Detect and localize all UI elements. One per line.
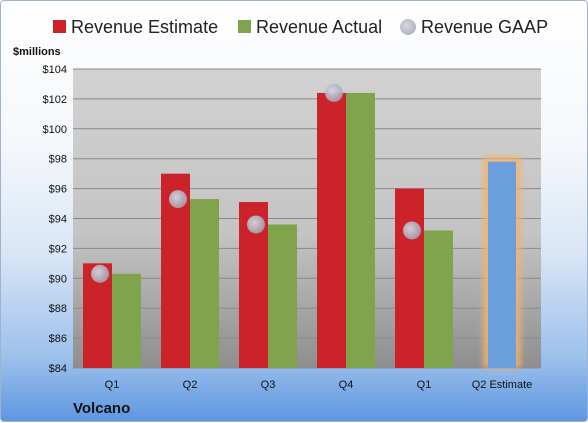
bar-revenue-actual	[346, 92, 375, 369]
bars	[83, 92, 521, 369]
y-tick-label: $102	[43, 94, 67, 106]
legend-swatch-gaap	[400, 19, 416, 35]
x-tick-label: Q2	[183, 379, 198, 391]
x-tick-label: Q1	[105, 379, 120, 391]
legend-label-estimate: Revenue Estimate	[71, 17, 218, 37]
bar-revenue-actual	[424, 230, 453, 368]
bar-revenue-estimate	[395, 188, 424, 368]
bar-revenue-actual	[112, 273, 141, 368]
y-tick-label: $104	[43, 64, 67, 76]
y-tick-label: $96	[49, 184, 67, 196]
gaap-markers	[91, 83, 421, 283]
y-tick-label: $92	[49, 243, 67, 255]
legend-label-gaap: Revenue GAAP	[421, 17, 548, 37]
legend-swatch-actual	[238, 20, 251, 33]
x-tick-label: Q4	[339, 379, 354, 391]
y-tick-label: $98	[49, 154, 67, 166]
x-tick-label: Q3	[261, 379, 276, 391]
y-axis-ticks: $84 $86 $88 $90 $92 $94 $96 $98 $100 $102 $104	[43, 64, 67, 375]
y-tick-label: $88	[49, 303, 67, 315]
y-tick-label: $94	[49, 214, 67, 226]
bar-revenue-estimate	[317, 92, 346, 369]
y-tick-label: $90	[49, 273, 67, 285]
y-tick-label: $100	[43, 124, 67, 136]
x-tick-label: Q2 Estimate	[472, 379, 533, 391]
x-tick-label: Q1	[417, 379, 432, 391]
legend-label-actual: Revenue Actual	[256, 17, 382, 37]
legend: Revenue Estimate Revenue Actual Revenue …	[53, 17, 548, 37]
marker-revenue-gaap	[91, 264, 109, 283]
marker-revenue-gaap	[403, 221, 421, 240]
marker-revenue-gaap	[325, 83, 343, 102]
y-tick-label: $86	[49, 333, 67, 345]
gridlines	[73, 68, 541, 369]
bar-next-quarter-estimate	[488, 161, 516, 368]
company-name: Volcano	[73, 400, 130, 417]
legend-swatch-estimate	[53, 20, 66, 33]
marker-revenue-gaap	[169, 190, 187, 209]
marker-revenue-gaap	[247, 215, 265, 234]
bar-revenue-actual	[190, 199, 219, 368]
y-tick-label: $84	[49, 363, 67, 375]
y-axis-unit-label: $millions	[13, 46, 61, 58]
x-axis-ticks: Q1 Q2 Q3 Q4 Q1 Q2 Estimate	[105, 379, 533, 391]
bar-revenue-actual	[268, 224, 297, 368]
